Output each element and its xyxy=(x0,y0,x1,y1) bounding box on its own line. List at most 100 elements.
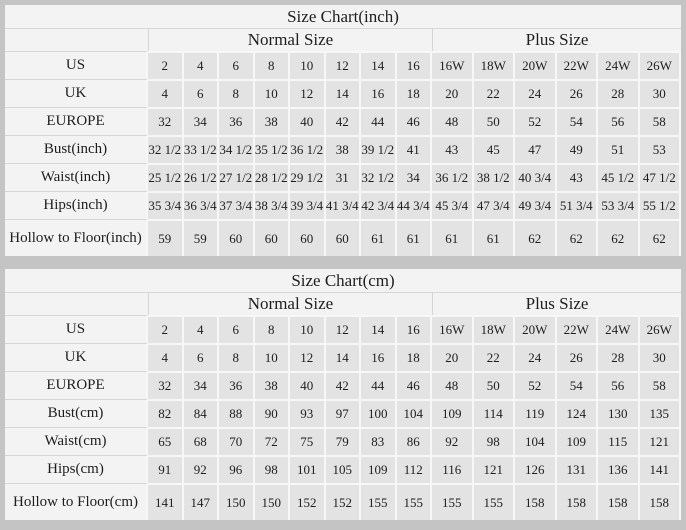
size-value-cell: 109 xyxy=(556,427,598,455)
size-value-cell: 88 xyxy=(219,399,255,427)
size-value-cell: 20 xyxy=(432,343,474,371)
size-value-cell: 44 3/4 xyxy=(396,191,432,219)
size-value-cell: 46 xyxy=(396,371,432,399)
size-value-cell: 38 1/2 xyxy=(473,163,515,191)
size-value-cell: 93 xyxy=(290,399,326,427)
size-value-cell: 82 xyxy=(148,399,184,427)
size-value-cell: 98 xyxy=(254,455,290,483)
size-value-cell: 39 3/4 xyxy=(290,191,326,219)
size-value-cell: 62 xyxy=(598,219,640,256)
size-value-cell: 141 xyxy=(639,455,682,483)
size-value-cell: 158 xyxy=(556,483,598,520)
size-value-cell: 36 xyxy=(219,107,255,135)
size-value-cell: 115 xyxy=(598,427,640,455)
size-value-cell: 12 xyxy=(290,343,326,371)
size-value-cell: 40 3/4 xyxy=(515,163,557,191)
size-value-cell: 38 xyxy=(325,135,361,163)
size-value-cell: 51 xyxy=(598,135,640,163)
row-header: UK xyxy=(5,79,148,107)
size-value-cell: 105 xyxy=(325,455,361,483)
size-value-cell: 141 xyxy=(148,483,184,520)
row-header: Bust(inch) xyxy=(5,135,148,163)
size-value-cell: 92 xyxy=(432,427,474,455)
size-value-cell: 34 xyxy=(183,371,219,399)
size-value-cell: 62 xyxy=(515,219,557,256)
size-value-cell: 24 xyxy=(515,79,557,107)
size-value-cell: 22W xyxy=(556,51,598,79)
size-value-cell: 75 xyxy=(290,427,326,455)
size-value-cell: 48 xyxy=(432,107,474,135)
size-value-cell: 50 xyxy=(473,371,515,399)
size-value-cell: 10 xyxy=(290,51,326,79)
size-value-cell: 33 1/2 xyxy=(183,135,219,163)
table-row: US 2 4 6 8 10 12 14 16 16W 18W 20W 22W 24W 26W xyxy=(5,51,682,79)
size-value-cell: 83 xyxy=(361,427,397,455)
size-value-cell: 56 xyxy=(598,107,640,135)
row-header-spacer xyxy=(5,28,148,51)
size-value-cell: 4 xyxy=(183,51,219,79)
size-value-cell: 90 xyxy=(254,399,290,427)
size-value-cell: 14 xyxy=(361,51,397,79)
size-value-cell: 29 1/2 xyxy=(290,163,326,191)
size-value-cell: 68 xyxy=(183,427,219,455)
size-value-cell: 28 xyxy=(598,343,640,371)
size-value-cell: 155 xyxy=(473,483,515,520)
size-value-cell: 26 xyxy=(556,343,598,371)
size-value-cell: 12 xyxy=(290,79,326,107)
size-value-cell: 16 xyxy=(361,79,397,107)
table-row: Hollow to Floor(inch) 59 59 60 60 60 60 61 61 61 6… xyxy=(5,219,682,256)
row-header: Hips(inch) xyxy=(5,191,148,219)
size-value-cell: 18W xyxy=(473,315,515,343)
column-group-header: Normal Size xyxy=(148,292,432,315)
size-value-cell: 155 xyxy=(432,483,474,520)
size-value-cell: 34 xyxy=(396,163,432,191)
size-value-cell: 150 xyxy=(219,483,255,520)
table-row: EUROPE 32 34 36 38 40 42 44 46 48 50 52 54 56 58 xyxy=(5,107,682,135)
size-value-cell: 26 xyxy=(556,79,598,107)
size-value-cell: 35 1/2 xyxy=(254,135,290,163)
size-value-cell: 60 xyxy=(254,219,290,256)
table-row: Hollow to Floor(cm) 141 147 150 150 152 152 155… xyxy=(5,483,682,520)
size-value-cell: 4 xyxy=(148,79,184,107)
size-value-cell: 47 xyxy=(515,135,557,163)
row-header: Bust(cm) xyxy=(5,399,148,427)
size-value-cell: 84 xyxy=(183,399,219,427)
size-value-cell: 61 xyxy=(432,219,474,256)
size-value-cell: 53 xyxy=(639,135,682,163)
size-value-cell: 8 xyxy=(254,51,290,79)
size-value-cell: 61 xyxy=(473,219,515,256)
size-value-cell: 59 xyxy=(148,219,184,256)
table-row: US 2 4 6 8 10 12 14 16 16W 18W 20W 22W 24W 26W xyxy=(5,315,682,343)
size-value-cell: 22W xyxy=(556,315,598,343)
size-value-cell: 14 xyxy=(325,343,361,371)
size-value-cell: 150 xyxy=(254,483,290,520)
size-value-cell: 49 3/4 xyxy=(515,191,557,219)
size-chart-inch-table: Size Chart(inch) Normal Size Plus Size US 2 4… xyxy=(5,5,682,256)
row-header: EUROPE xyxy=(5,107,148,135)
size-value-cell: 86 xyxy=(396,427,432,455)
size-value-cell: 36 xyxy=(219,371,255,399)
size-value-cell: 28 xyxy=(598,79,640,107)
size-value-cell: 50 xyxy=(473,107,515,135)
size-value-cell: 43 xyxy=(556,163,598,191)
size-value-cell: 4 xyxy=(183,315,219,343)
size-value-cell: 36 3/4 xyxy=(183,191,219,219)
size-value-cell: 136 xyxy=(598,455,640,483)
row-header: EUROPE xyxy=(5,371,148,399)
size-value-cell: 6 xyxy=(183,79,219,107)
size-value-cell: 126 xyxy=(515,455,557,483)
size-value-cell: 4 xyxy=(148,343,184,371)
size-value-cell: 65 xyxy=(148,427,184,455)
size-value-cell: 42 3/4 xyxy=(361,191,397,219)
size-value-cell: 60 xyxy=(325,219,361,256)
size-value-cell: 8 xyxy=(219,343,255,371)
size-value-cell: 53 3/4 xyxy=(598,191,640,219)
size-value-cell: 40 xyxy=(290,371,326,399)
size-value-cell: 41 3/4 xyxy=(325,191,361,219)
row-header: US xyxy=(5,315,148,343)
size-value-cell: 51 3/4 xyxy=(556,191,598,219)
row-header-spacer xyxy=(5,292,148,315)
size-value-cell: 60 xyxy=(290,219,326,256)
size-value-cell: 30 xyxy=(639,79,682,107)
size-value-cell: 20W xyxy=(515,51,557,79)
